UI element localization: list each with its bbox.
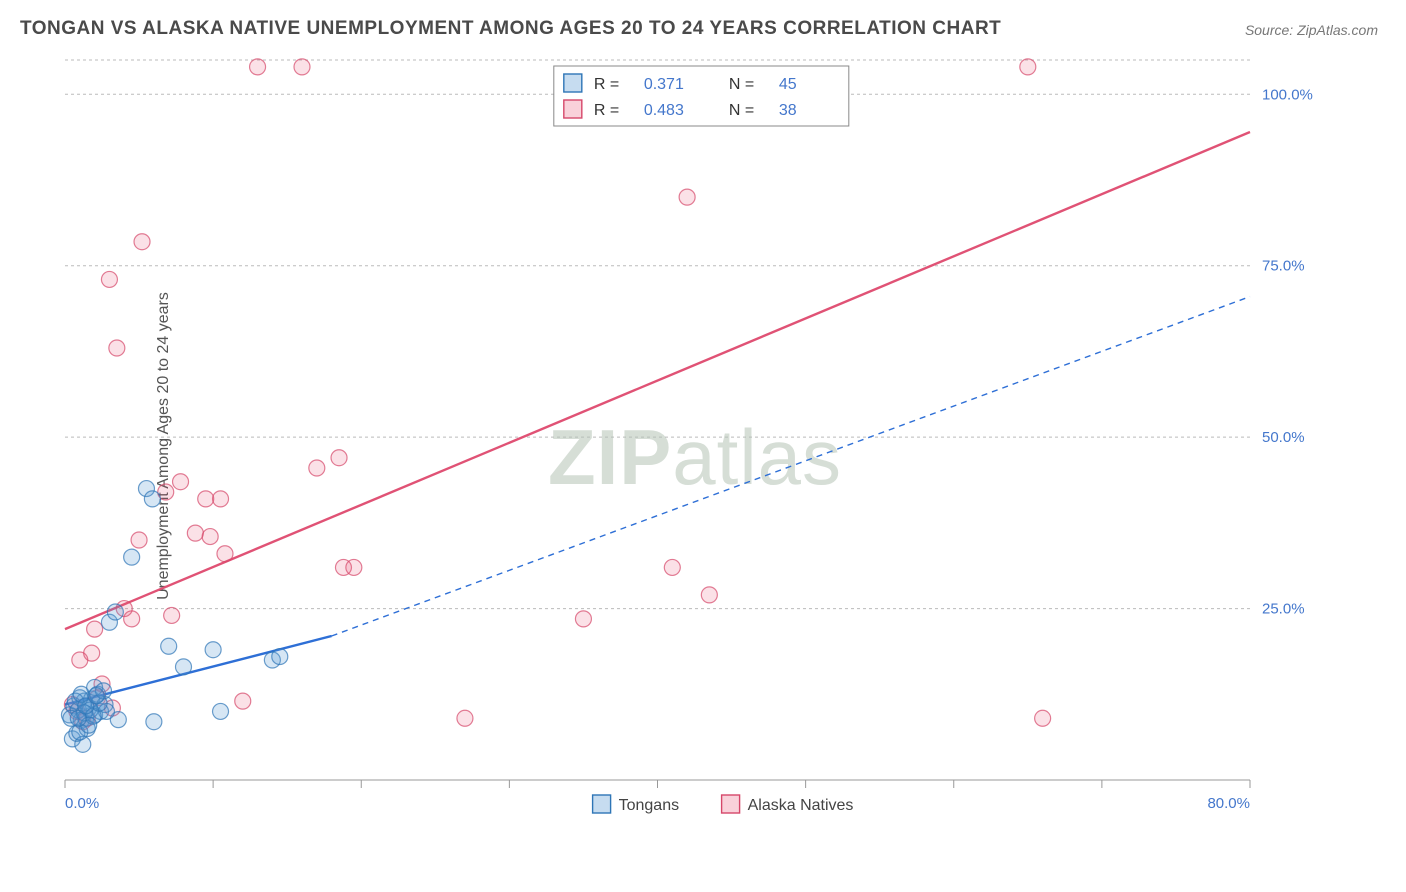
legend-r-value: 0.483 [644, 102, 684, 119]
point-tongans [205, 642, 221, 658]
y-tick-label: 50.0% [1262, 429, 1305, 446]
series-legend-label: Alaska Natives [748, 797, 854, 814]
y-tick-label: 75.0% [1262, 258, 1305, 275]
point-alaska-natives [84, 645, 100, 661]
legend-r-label: R = [594, 102, 619, 119]
point-alaska-natives [664, 559, 680, 575]
point-tongans [161, 638, 177, 654]
point-alaska-natives [217, 546, 233, 562]
trendline-alaska-natives [65, 132, 1250, 629]
legend-n-value: 38 [779, 102, 797, 119]
point-alaska-natives [235, 693, 251, 709]
point-alaska-natives [109, 340, 125, 356]
point-tongans [213, 703, 229, 719]
point-alaska-natives [250, 59, 266, 75]
legend-swatch [564, 100, 582, 118]
plot-svg: ZIPatlas 0.0% 80.0% 25.0% 50.0% 75.0% 100.0% R … [55, 55, 1335, 835]
chart-title: TONGAN VS ALASKA NATIVE UNEMPLOYMENT AMO… [20, 18, 1001, 40]
series-legend-swatch [722, 795, 740, 813]
point-alaska-natives [679, 189, 695, 205]
trendline-tongans-extended [332, 297, 1250, 636]
chart-source: Source: ZipAtlas.com [1245, 22, 1378, 38]
point-alaska-natives [101, 271, 117, 287]
point-alaska-natives [164, 607, 180, 623]
point-alaska-natives [575, 611, 591, 627]
legend-n-label: N = [729, 76, 754, 93]
point-alaska-natives [1035, 710, 1051, 726]
point-tongans [176, 659, 192, 675]
point-alaska-natives [202, 529, 218, 545]
point-tongans [107, 604, 123, 620]
legend-n-value: 45 [779, 76, 797, 93]
legend-n-label: N = [729, 102, 754, 119]
point-alaska-natives [294, 59, 310, 75]
scatter-plot: ZIPatlas 0.0% 80.0% 25.0% 50.0% 75.0% 100.0% R … [55, 55, 1335, 835]
y-tick-label: 100.0% [1262, 86, 1313, 103]
series-legend-label: Tongans [619, 797, 680, 814]
point-alaska-natives [346, 559, 362, 575]
point-alaska-natives [131, 532, 147, 548]
point-tongans [88, 688, 104, 704]
point-alaska-natives [87, 621, 103, 637]
point-alaska-natives [1020, 59, 1036, 75]
legend-r-label: R = [594, 76, 619, 93]
point-tongans [124, 549, 140, 565]
point-alaska-natives [213, 491, 229, 507]
series-legend-swatch [593, 795, 611, 813]
point-alaska-natives [134, 234, 150, 250]
point-alaska-natives [198, 491, 214, 507]
point-tongans [144, 491, 160, 507]
x-tick-label: 0.0% [65, 795, 99, 812]
point-alaska-natives [124, 611, 140, 627]
point-alaska-natives [173, 474, 189, 490]
point-alaska-natives [331, 450, 347, 466]
legend-swatch [564, 74, 582, 92]
point-tongans [272, 649, 288, 665]
point-tongans [146, 714, 162, 730]
point-alaska-natives [309, 460, 325, 476]
y-tick-label: 25.0% [1262, 601, 1305, 618]
x-tick-label: 80.0% [1207, 795, 1250, 812]
watermark: ZIPatlas [548, 413, 842, 501]
legend-r-value: 0.371 [644, 76, 684, 93]
point-alaska-natives [187, 525, 203, 541]
point-alaska-natives [701, 587, 717, 603]
point-alaska-natives [457, 710, 473, 726]
